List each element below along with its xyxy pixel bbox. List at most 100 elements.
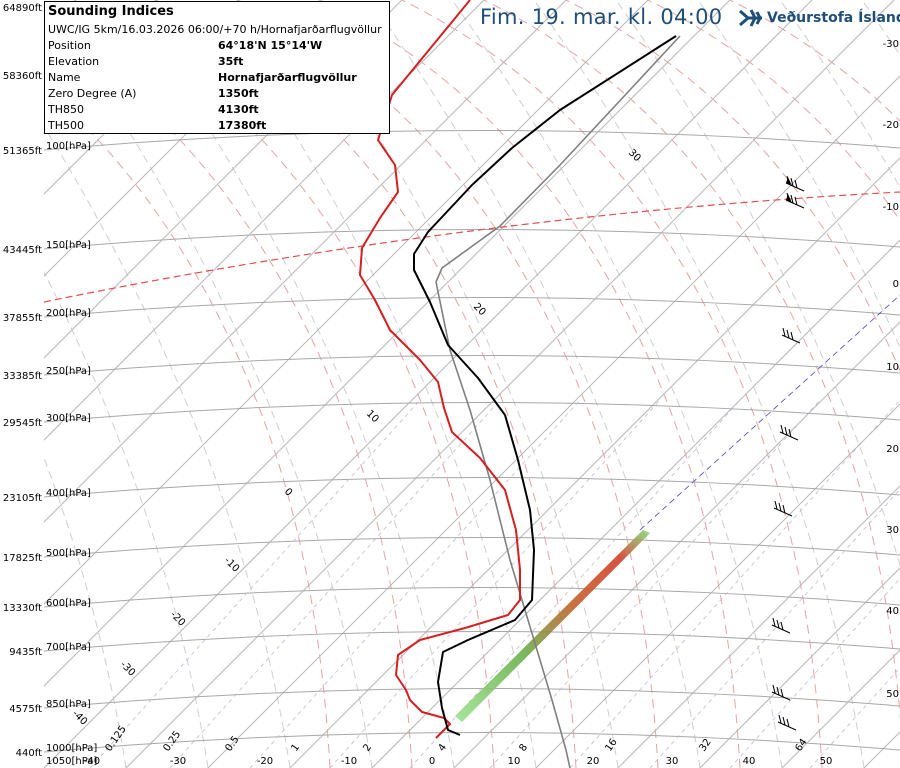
isotherm-line (44, 0, 813, 768)
mixing-ratio-label: 4 (436, 742, 449, 754)
height-label: 64890ft (3, 3, 42, 14)
temperature-tick: -20 (257, 756, 273, 767)
temperature-tick: -10 (341, 756, 357, 767)
cape-band (455, 530, 650, 722)
pressure-label: 1000[hPa] (46, 743, 97, 754)
adiabat-label: 30 (886, 525, 899, 536)
isotherm-label: -30 (118, 659, 137, 678)
dry-adiabat (861, 0, 900, 57)
isobar-line (44, 477, 900, 498)
height-label: 29545ft (3, 418, 42, 429)
info-value: 1350ft (218, 87, 259, 100)
parcel-cape-band (455, 530, 650, 722)
wind-barb (773, 500, 793, 517)
page-title: Fim. 19. mar. kl. 04:00 (480, 5, 723, 29)
info-row: TH850 4130ft (48, 103, 388, 119)
logo-icon (739, 9, 762, 27)
isobar-line (44, 631, 900, 652)
info-key: TH850 (48, 103, 84, 116)
logo: Veðurstofa Íslands (738, 5, 900, 31)
dry-adiabat (369, 0, 701, 768)
logo-text: Veðurstofa Íslands (767, 10, 900, 26)
dry-adiabat (44, 1, 373, 768)
temperature-tick: 50 (820, 756, 833, 767)
info-row: Position 64°18'N 15°14'W (48, 39, 388, 55)
mixing-ratio-label: 1 (289, 742, 302, 754)
isotherm-line (535, 403, 900, 768)
parcel-line (435, 35, 681, 768)
moist-adiabat (565, 0, 900, 372)
sounding-indices-box: Sounding Indices UWC/IG 5km/16.03.2026 0… (44, 1, 390, 134)
isotherm-line (289, 157, 900, 768)
temperature-tick: -30 (170, 756, 186, 767)
dry-adiabat (779, 0, 900, 189)
temperature-tick: 20 (587, 756, 600, 767)
zero-degree-line (44, 191, 900, 303)
pressure-label: 300[hPa] (46, 413, 91, 424)
isobar-line (44, 587, 900, 608)
mixing-ratio-label: 0.125 (103, 724, 128, 754)
info-value: 4130ft (218, 103, 259, 116)
temperature-tick: 40 (743, 756, 756, 767)
dewpoint-line (359, 0, 521, 739)
axis-labels: 1050[hPa] 440ft 1000[hPa] 4575ft 850[hPa] 943… (3, 3, 899, 767)
isotherm-line (44, 0, 731, 687)
dry-adiabat (123, 0, 455, 768)
info-key: Position (48, 39, 91, 52)
isobar-line (44, 537, 900, 558)
pressure-label: 150[hPa] (46, 240, 91, 251)
mixing-ratio-line (89, 399, 421, 768)
info-value: 35ft (218, 55, 244, 68)
info-row: Zero Degree (A) 1350ft (48, 87, 388, 103)
info-row: Elevation 35ft (48, 55, 388, 71)
mixing-ratio-line (649, 488, 900, 768)
zero-isotherm (44, 191, 900, 303)
pressure-label: 200[hPa] (46, 308, 91, 319)
mixing-ratio-label: 64 (793, 737, 809, 754)
info-row: Name Hornafjarðarflugvöllur (48, 71, 388, 87)
info-key: Name (48, 71, 81, 84)
dry-adiabat (451, 0, 783, 768)
info-model: UWC/IG 5km/16.03.2026 06:00/+70 h/Hornaf… (48, 23, 382, 36)
pressure-label: 400[hPa] (46, 488, 91, 499)
temperature-line (413, 35, 677, 736)
mixing-ratio-label: 8 (517, 742, 530, 754)
isotherm-line (863, 731, 900, 768)
pressure-label: 600[hPa] (46, 598, 91, 609)
moist-adiabat (44, 87, 331, 768)
height-label: 4575ft (9, 704, 42, 715)
wind-barb (781, 327, 801, 344)
isotherm-line (207, 75, 900, 768)
pressure-label: 250[hPa] (46, 366, 91, 377)
dry-adiabat (205, 0, 537, 768)
isobar-line (44, 732, 900, 753)
pressure-label: 700[hPa] (46, 642, 91, 653)
dry-adiabat (44, 271, 209, 768)
info-row: TH500 17380ft (48, 119, 388, 135)
isotherm-line (371, 239, 900, 768)
adiabat-label: 40 (886, 606, 899, 617)
wind-barb (785, 192, 805, 209)
wind-barbs (771, 175, 805, 731)
wind-barb (779, 424, 799, 441)
dry-adiabat (615, 0, 900, 567)
dry-adiabat (44, 125, 291, 768)
isobar-line (44, 688, 900, 709)
isobar-line (44, 297, 900, 318)
mixing-ratio-line (489, 399, 821, 768)
info-key: Zero Degree (A) (48, 87, 137, 100)
mixing-ratio-line (249, 399, 581, 768)
wind-barb (771, 617, 791, 634)
isotherm-label: -40 (70, 708, 89, 727)
adiabat-label: -30 (883, 39, 899, 50)
isotherm-label: 10 (364, 408, 381, 425)
adiabat-label: 50 (886, 689, 899, 700)
mixing-ratio-line (329, 399, 661, 768)
wind-barb (777, 714, 797, 731)
temperature-tick: -40 (84, 756, 100, 767)
mixing-ratio-label: 16 (603, 737, 619, 754)
info-value: Hornafjarðarflugvöllur (218, 71, 357, 84)
isotherm-line (781, 649, 900, 768)
height-label: 33385ft (3, 371, 42, 382)
moist-adiabat (729, 0, 900, 122)
